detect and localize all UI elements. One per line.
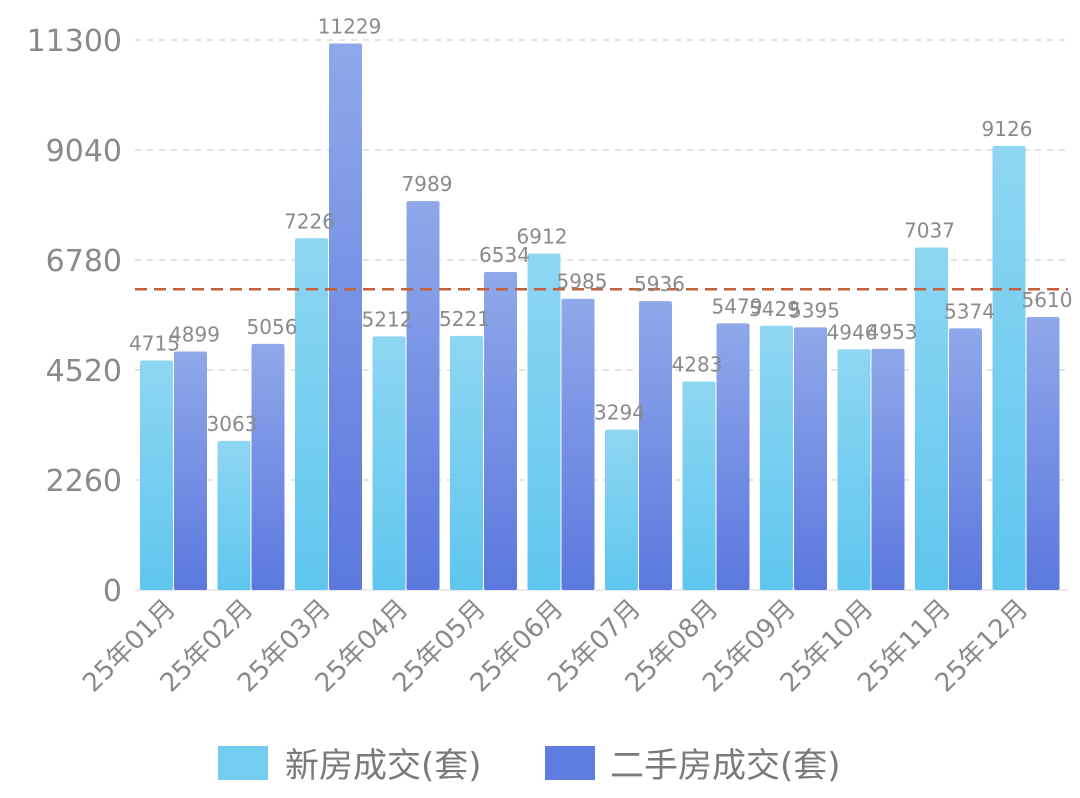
bar-new-home-10[interactable]: [837, 349, 871, 590]
bar-resale-home-3[interactable]: [329, 43, 362, 591]
bar-new-home-12[interactable]: [992, 145, 1026, 591]
data-label: 5056: [247, 315, 298, 339]
data-label: 5374: [944, 299, 995, 323]
bar-resale-home-4[interactable]: [406, 201, 440, 591]
y-tick-label: 11300: [27, 24, 122, 59]
data-label: 5429: [749, 297, 800, 321]
bar-new-home-7[interactable]: [605, 429, 638, 590]
bar-new-home-6[interactable]: [527, 253, 561, 590]
legend-label[interactable]: 新房成交(套): [285, 746, 482, 786]
bar-new-home-3[interactable]: [295, 238, 328, 590]
y-tick-label: 6780: [46, 244, 122, 279]
data-label: 9126: [982, 117, 1033, 141]
data-label: 3063: [207, 412, 258, 436]
y-tick-label: 0: [103, 574, 122, 609]
bar-new-home-1[interactable]: [140, 360, 173, 590]
bar-resale-home-8[interactable]: [716, 323, 750, 590]
bar-resale-home-7[interactable]: [639, 301, 672, 590]
y-tick-label: 9040: [46, 134, 122, 169]
data-label: 7037: [904, 218, 955, 242]
data-label: 7989: [402, 172, 453, 196]
data-label: 11229: [318, 14, 382, 38]
data-label: 5936: [634, 272, 685, 296]
y-tick-label: 2260: [46, 464, 122, 499]
data-label: 4953: [867, 320, 918, 344]
grid-lines: [135, 39, 1068, 591]
data-label: 4715: [129, 332, 180, 356]
bar-resale-home-1[interactable]: [174, 351, 207, 590]
data-label: 3294: [594, 401, 645, 425]
bar-resale-home-12[interactable]: [1026, 316, 1060, 590]
data-label: 6912: [517, 225, 568, 249]
data-label: 5479: [712, 294, 763, 318]
bar-new-home-9[interactable]: [760, 325, 793, 590]
bar-resale-home-10[interactable]: [871, 348, 905, 590]
data-label: 5212: [362, 307, 413, 331]
y-axis: 0 2260 4520 6780 9040 11300: [27, 24, 122, 609]
bar-new-home-11[interactable]: [915, 247, 948, 590]
bar-new-home-4[interactable]: [372, 336, 406, 590]
bar-resale-home-6[interactable]: [561, 298, 595, 590]
bar-resale-home-11[interactable]: [949, 328, 982, 590]
data-label: 5985: [557, 270, 608, 294]
data-label: 5610: [1022, 288, 1073, 312]
bar-resale-home-2[interactable]: [251, 343, 285, 590]
legend-swatch-new-home[interactable]: [218, 746, 268, 780]
data-label: 5221: [439, 307, 490, 331]
data-label: 5395: [789, 298, 840, 322]
x-axis: 25年01月25年02月25年03月25年04月25年05月25年06月25年0…: [77, 594, 1034, 699]
bar-new-home-8[interactable]: [682, 381, 716, 590]
data-label: 4946: [827, 320, 878, 344]
bar-resale-home-9[interactable]: [794, 327, 827, 590]
legend-swatch-resale-home[interactable]: [545, 746, 595, 780]
data-label: 6534: [479, 243, 530, 267]
data-label: 4899: [169, 323, 220, 347]
bar-resale-home-5[interactable]: [484, 271, 517, 590]
data-label: 7226: [284, 209, 335, 233]
y-tick-label: 4520: [46, 354, 122, 389]
legend-label[interactable]: 二手房成交(套): [610, 746, 841, 786]
bar-new-home-5[interactable]: [450, 335, 483, 590]
legend: 新房成交(套) 二手房成交(套): [218, 746, 841, 786]
bar-new-home-2[interactable]: [217, 440, 251, 590]
bars: [140, 43, 1060, 591]
data-label: 4283: [672, 353, 723, 377]
